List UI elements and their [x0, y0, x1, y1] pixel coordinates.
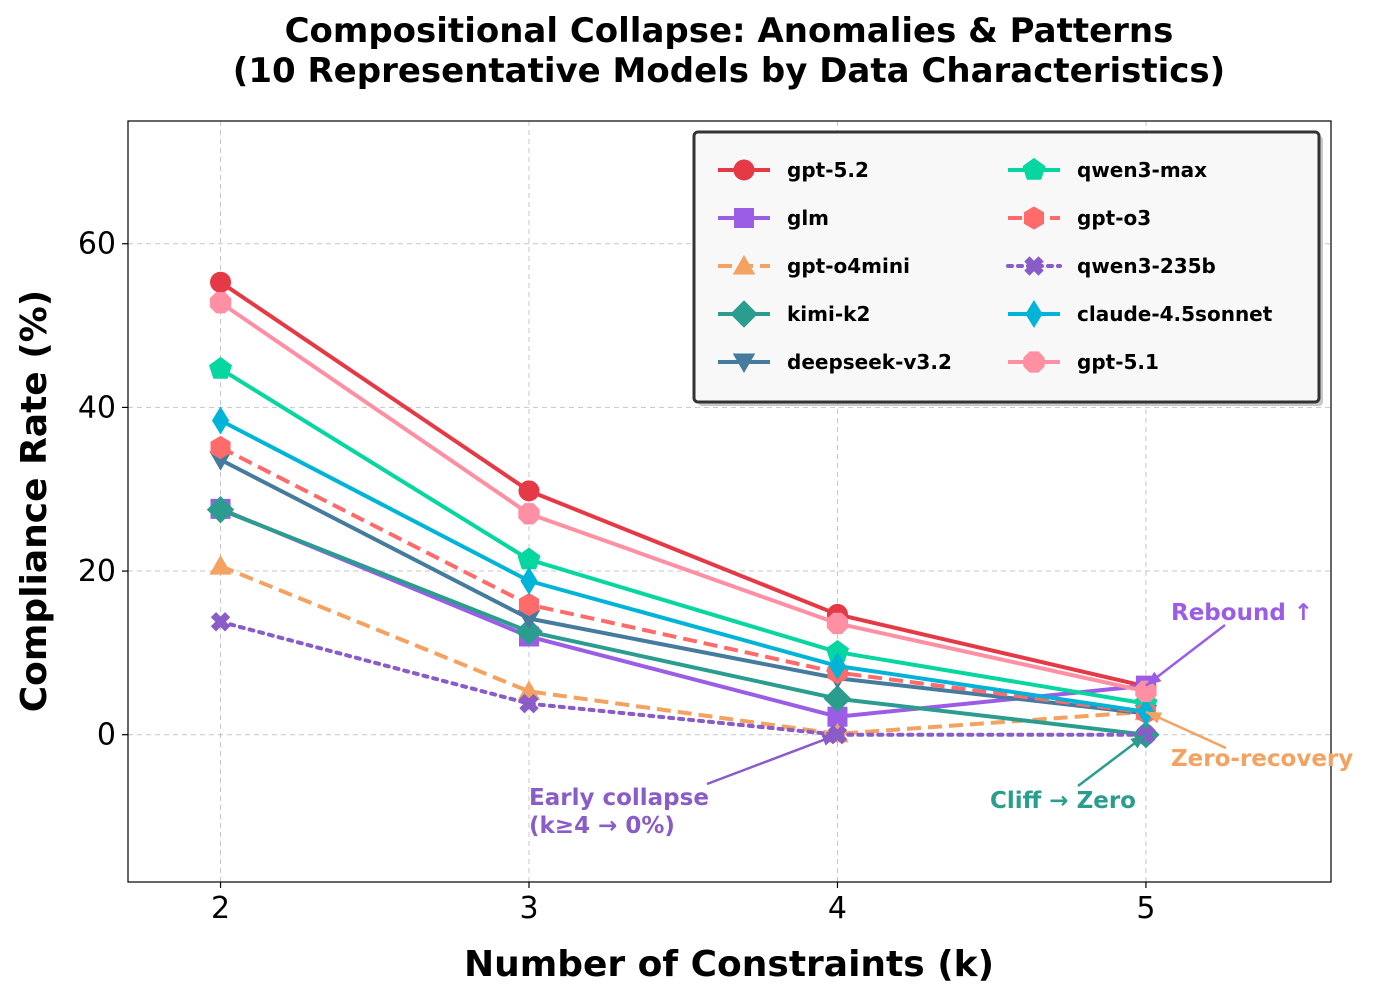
legend-marker — [734, 208, 754, 228]
legend-marker — [1023, 206, 1045, 230]
legend-marker — [1023, 351, 1045, 373]
y-axis-label: Compliance Rate (%) — [14, 290, 55, 712]
series-line-glm — [219, 507, 1147, 719]
legend-label: qwen3-max — [1077, 158, 1207, 182]
series-line-gpt-o4mini — [219, 564, 1147, 736]
annotation-layer: Rebound ↑ Zero-recovery Cliff → Zero Early … — [529, 600, 1353, 839]
series-line-deepseek-v3-2 — [219, 457, 1147, 716]
legend-label: deepseek-v3.2 — [787, 350, 952, 374]
annotation-text-line2: (k≥4 → 0%) — [529, 813, 675, 839]
annotation-cliff-zero: Cliff → Zero — [990, 733, 1147, 814]
annotation-arrow — [706, 733, 838, 786]
data-point-qwen3-235b — [519, 693, 539, 714]
chart-title-group: Compositional Collapse: Anomalies & Patt… — [233, 11, 1225, 91]
annotation-arrowhead — [821, 734, 838, 746]
data-point-claude-4-5sonnet — [520, 566, 538, 595]
legend-label: glm — [787, 206, 829, 230]
data-point-qwen3-max — [209, 356, 233, 379]
legend-item-claude-4-5sonnet: claude-4.5sonnet — [1008, 300, 1273, 328]
x-tick-label: 4 — [828, 891, 847, 926]
legend-item-gpt-5-2: gpt-5.2 — [718, 158, 869, 182]
legend-marker — [733, 159, 755, 181]
legend-item-gpt-5-1: gpt-5.1 — [1008, 350, 1159, 374]
series-qwen3-235b — [210, 612, 1156, 745]
data-point-gpt-5-1 — [1135, 680, 1157, 702]
legend-item-glm: glm — [718, 206, 829, 230]
data-point-gpt-5-1 — [826, 612, 849, 635]
tick-layer: 2 3 4 5 0 20 40 60 — [78, 227, 1156, 926]
annotation-text: Zero-recovery — [1171, 746, 1353, 772]
data-point-qwen3-235b — [210, 612, 231, 632]
annotation-text: Early collapse — [529, 785, 709, 811]
chart-title: Compositional Collapse: Anomalies & Patt… — [285, 11, 1174, 51]
data-point-gpt-o3 — [518, 593, 540, 617]
series-line-qwen3-max — [219, 367, 1147, 706]
series-line-kimi-k2 — [219, 507, 1147, 737]
legend-item-gpt-o4mini: gpt-o4mini — [718, 254, 910, 278]
series-gpt-5-1 — [209, 292, 1157, 702]
data-point-kimi-k2 — [515, 617, 543, 646]
x-tick-label: 5 — [1136, 891, 1155, 926]
annotation-zero-recovery: Zero-recovery — [1145, 710, 1353, 772]
legend-item-qwen3-235b: qwen3-235b — [1006, 254, 1216, 278]
chart-subtitle: (10 Representative Models by Data Charac… — [233, 51, 1225, 91]
x-axis-label: Number of Constraints (k) — [464, 944, 994, 985]
series-layer — [206, 271, 1160, 749]
legend-item-gpt-o3: gpt-o3 — [1008, 206, 1151, 230]
legend-item-qwen3-max: qwen3-max — [1008, 157, 1207, 182]
legend-marker — [1025, 300, 1043, 328]
legend-label: qwen3-235b — [1077, 254, 1216, 278]
legend-marker — [732, 254, 756, 275]
data-point-qwen3-max — [517, 547, 541, 570]
data-point-claude-4-5sonnet — [211, 406, 230, 435]
annotation-arrowhead — [1145, 671, 1162, 686]
data-point-gpt-5-2 — [518, 480, 540, 502]
legend-label: gpt-o4mini — [787, 254, 910, 278]
data-point-claude-4-5sonnet — [828, 652, 847, 680]
legend-item-kimi-k2: kimi-k2 — [718, 300, 870, 328]
legend: gpt-5.2 glm gpt-o4mini kimi-k2 deepseek-v3.2… — [692, 130, 1323, 406]
legend-marker — [1022, 157, 1046, 180]
data-point-gpt-o4mini — [209, 555, 232, 575]
data-point-gpt-5-2 — [210, 271, 232, 293]
series-line-gpt-5-2 — [219, 280, 1147, 689]
y-tick-label: 60 — [78, 227, 116, 262]
legend-marker — [1024, 256, 1044, 276]
x-tick-label: 3 — [519, 891, 538, 926]
data-point-kimi-k2 — [206, 495, 235, 524]
annotation-text: Rebound ↑ — [1171, 600, 1313, 626]
annotation-arrowhead — [1130, 734, 1146, 749]
data-point-gpt-5-1 — [518, 503, 540, 525]
annotation-rebound: Rebound ↑ — [1145, 600, 1313, 687]
legend-marker — [732, 353, 756, 374]
data-point-gpt-o3 — [210, 435, 231, 460]
legend-label: gpt-o3 — [1077, 206, 1151, 230]
annotation-arrowhead — [1145, 711, 1163, 724]
legend-label: claude-4.5sonnet — [1077, 302, 1273, 326]
data-point-gpt-5-1 — [209, 292, 232, 314]
series-qwen3-max — [209, 356, 1158, 714]
y-tick-label: 20 — [78, 554, 116, 589]
series-line-gpt-o3 — [219, 445, 1147, 715]
legend-label: gpt-5.1 — [1077, 350, 1159, 374]
annotation-early-collapse: Early collapse(k≥4 → 0%) — [529, 733, 838, 839]
series-line-claude-4-5sonnet — [219, 418, 1147, 714]
series-claude-4-5sonnet — [211, 406, 1155, 726]
y-tick-label: 0 — [97, 718, 116, 753]
legend-label: gpt-5.2 — [787, 158, 869, 182]
series-line-gpt-5-1 — [219, 301, 1147, 694]
legend-label: kimi-k2 — [787, 302, 870, 326]
y-tick-label: 40 — [78, 390, 116, 425]
plot-frame — [127, 120, 1332, 883]
x-tick-label: 2 — [211, 891, 230, 926]
data-point-kimi-k2 — [823, 684, 852, 713]
annotation-text: Cliff → Zero — [990, 788, 1136, 814]
legend-marker — [730, 300, 758, 328]
legend-item-deepseek-v3-2: deepseek-v3.2 — [718, 350, 952, 374]
annotation-arrow — [1145, 624, 1226, 687]
series-line-qwen3-235b — [218, 619, 1148, 737]
